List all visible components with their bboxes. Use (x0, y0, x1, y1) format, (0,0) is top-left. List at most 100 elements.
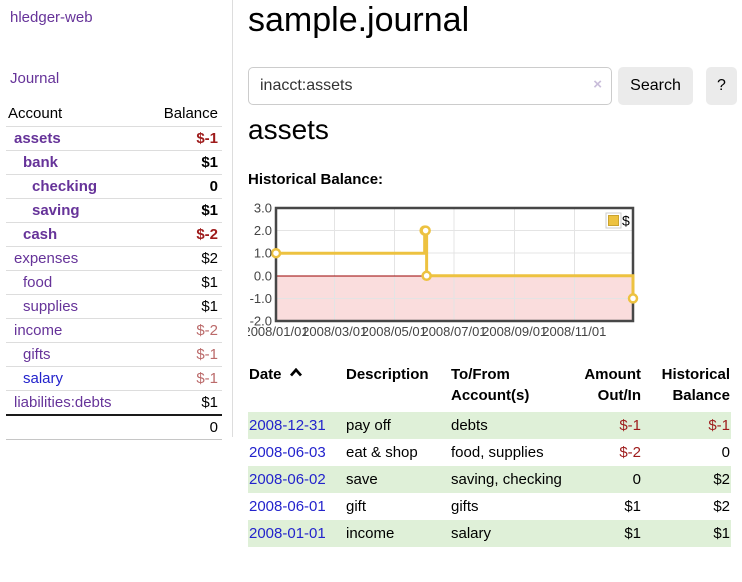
account-balance: $-2 (145, 222, 222, 247)
brand-link[interactable]: hledger-web (10, 9, 93, 26)
transaction-date-link[interactable]: 2008-06-03 (249, 444, 326, 461)
accounts-total-spacer (6, 414, 146, 440)
register-col-amount: Amount Out/In (584, 366, 641, 404)
accounts-total-row: 0 (6, 414, 222, 440)
clear-search-icon[interactable]: × (593, 76, 602, 93)
chart-legend: $ (605, 212, 630, 229)
transaction-date-link[interactable]: 2008-06-01 (249, 498, 326, 515)
transaction-description: income (346, 525, 395, 542)
register-table: Date Description To/From Account(s) Amou… (248, 362, 731, 547)
account-balance: $-2 (145, 318, 222, 343)
account-link[interactable]: bank (23, 154, 59, 171)
register-col-description: Description (346, 366, 429, 383)
account-heading: assets (248, 114, 329, 145)
sort-ascending-icon (289, 367, 302, 377)
transaction-accounts: food, supplies (451, 444, 544, 461)
accounts-table: Account Balance assets $-1 bank $1 checking 0… (6, 103, 222, 440)
register-col-balance: Historical Balance (661, 366, 730, 404)
sidebar-item-journal[interactable]: Journal (10, 70, 60, 87)
search-button[interactable]: Search (618, 67, 693, 105)
account-balance: $-1 (145, 342, 222, 367)
accounts-total-value: 0 (145, 414, 222, 440)
account-row: cash $-2 (6, 222, 222, 247)
transaction-accounts: salary (451, 525, 492, 542)
account-row: expenses $2 (6, 246, 222, 271)
account-row: supplies $1 (6, 294, 222, 319)
account-row: assets $-1 (6, 126, 222, 151)
transaction-amount: $-1 (619, 417, 641, 434)
transaction-amount: $1 (624, 498, 641, 515)
account-row: saving $1 (6, 198, 222, 223)
account-link[interactable]: liabilities:debts (14, 394, 112, 411)
transaction-date-link[interactable]: 2008-06-02 (249, 471, 326, 488)
sidebar: hledger-web Journal Account Balance asse… (0, 0, 233, 440)
transaction-date-link[interactable]: 2008-01-01 (249, 525, 326, 542)
transaction-amount: $-2 (619, 444, 641, 461)
account-row: bank $1 (6, 150, 222, 175)
account-link[interactable]: gifts (23, 346, 51, 363)
register-row: 2008-06-01 gift gifts $1 $2 (248, 493, 731, 520)
main-content: sample.journal × Search ? assets Histori… (243, 0, 742, 582)
transaction-balance: 0 (721, 444, 730, 461)
transaction-accounts: saving, checking (451, 471, 562, 488)
transaction-balance: $-1 (708, 417, 730, 434)
search-form: × Search ? (248, 67, 737, 105)
transaction-amount: $1 (624, 525, 641, 542)
register-row: 2008-12-31 pay off debts $-1 $-1 (248, 412, 731, 439)
account-link[interactable]: income (14, 322, 63, 339)
account-link[interactable]: expenses (14, 250, 79, 267)
account-link[interactable]: cash (23, 226, 58, 243)
svg-text:2008/03/01: 2008/03/01 (302, 324, 367, 339)
transaction-accounts: gifts (451, 498, 479, 515)
account-balance: $-1 (145, 366, 222, 391)
account-balance: 0 (145, 174, 222, 199)
account-link[interactable]: checking (32, 178, 98, 195)
register-row: 2008-01-01 income salary $1 $1 (248, 520, 731, 547)
account-row: salary $-1 (6, 366, 222, 391)
account-row: food $1 (6, 270, 222, 295)
svg-text:0.0: 0.0 (254, 268, 272, 283)
transaction-accounts: debts (451, 417, 488, 434)
register-row: 2008-06-02 save saving, checking 0 $2 (248, 466, 731, 493)
transaction-balance: $2 (713, 471, 730, 488)
account-balance: $1 (145, 270, 222, 295)
svg-text:2008/09/01: 2008/09/01 (482, 324, 547, 339)
svg-text:$: $ (622, 213, 630, 229)
register-col-date-label: Date (249, 366, 282, 383)
account-balance: $-1 (145, 126, 222, 151)
svg-text:2008/07/01: 2008/07/01 (421, 324, 486, 339)
transaction-description: save (346, 471, 378, 488)
search-input[interactable] (248, 67, 612, 105)
svg-text:-1.0: -1.0 (250, 291, 272, 306)
account-row: checking 0 (6, 174, 222, 199)
svg-text:3.0: 3.0 (254, 202, 272, 216)
account-row: gifts $-1 (6, 342, 222, 367)
transaction-balance: $2 (713, 498, 730, 515)
account-row: income $-2 (6, 318, 222, 343)
svg-text:1.0: 1.0 (254, 246, 272, 261)
account-link[interactable]: supplies (23, 298, 79, 315)
accounts-header-balance: Balance (163, 105, 218, 122)
svg-text:2008/11/01: 2008/11/01 (542, 324, 606, 339)
accounts-header-account: Account (8, 105, 63, 122)
register-col-date[interactable]: Date (248, 362, 345, 412)
chart-title: Historical Balance: (248, 171, 384, 188)
svg-text:2.0: 2.0 (254, 223, 272, 238)
account-row: liabilities:debts $1 (6, 390, 222, 415)
register-row: 2008-06-03 eat & shop food, supplies $-2 0 (248, 439, 731, 466)
register-header-row: Date Description To/From Account(s) Amou… (248, 362, 731, 412)
register-col-accounts: To/From Account(s) (451, 366, 530, 404)
transaction-date-link[interactable]: 2008-12-31 (249, 417, 326, 434)
help-button[interactable]: ? (706, 67, 737, 105)
account-link[interactable]: salary (23, 370, 64, 387)
historical-balance-chart[interactable]: $3.0 2.0 1.0 0.0 -1.0 -2.0 2008/01/01 2008/03/0… (243, 201, 640, 346)
transaction-balance: $1 (713, 525, 730, 542)
account-balance: $2 (145, 246, 222, 271)
account-link[interactable]: assets (14, 130, 61, 147)
svg-text:2008/01/01: 2008/01/01 (248, 324, 309, 339)
account-link[interactable]: saving (32, 202, 80, 219)
account-balance: $1 (145, 198, 222, 223)
transaction-description: eat & shop (346, 444, 418, 461)
account-link[interactable]: food (23, 274, 53, 291)
